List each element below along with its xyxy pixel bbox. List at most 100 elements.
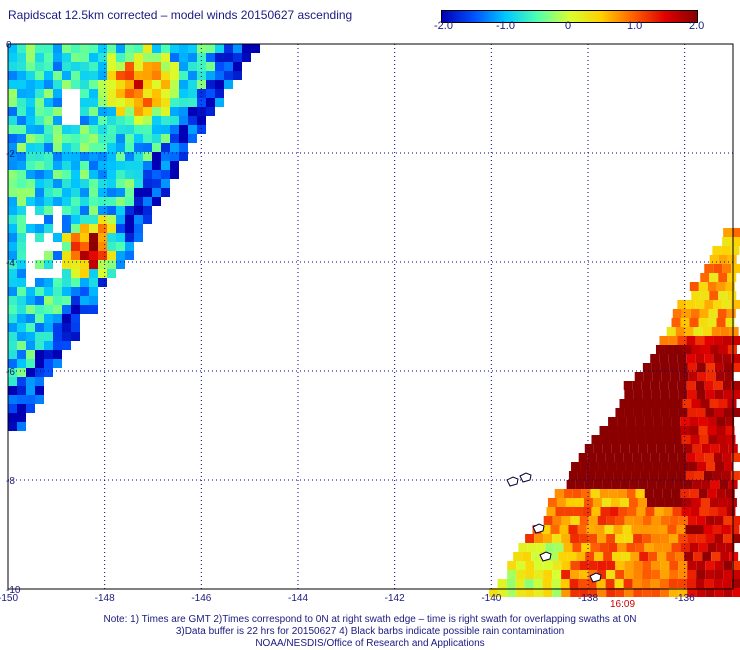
- swath-cell-left: [53, 251, 62, 260]
- swath-cell-right: [649, 471, 659, 480]
- swath-cell-left: [80, 251, 89, 260]
- swath-cell-right: [584, 444, 594, 453]
- swath-cell-right: [700, 399, 710, 408]
- swath-cell-left: [215, 71, 224, 80]
- swath-cell-left: [35, 368, 44, 377]
- swath-cell-left: [71, 44, 80, 53]
- swath-cell-right: [602, 444, 612, 453]
- swath-cell-right: [567, 552, 577, 561]
- swath-cell-right: [632, 381, 642, 390]
- swath-cell-right: [721, 246, 731, 255]
- swath-cell-left: [161, 89, 170, 98]
- swath-cell-left: [17, 260, 26, 269]
- swath-cell-right: [669, 570, 679, 579]
- swath-cell-right: [696, 408, 706, 417]
- swath-cell-right: [609, 435, 619, 444]
- swath-cell-right: [599, 426, 609, 435]
- swath-cell-left: [8, 296, 17, 305]
- swath-cell-right: [516, 561, 526, 570]
- swath-cell-right: [705, 516, 715, 525]
- swath-cell-right: [595, 471, 605, 480]
- swath-cell-left: [89, 233, 98, 242]
- swath-cell-right: [621, 552, 631, 561]
- swath-cell-right: [533, 579, 543, 588]
- swath-cell-right: [568, 525, 578, 534]
- swath-cell-right: [624, 408, 634, 417]
- swath-cell-left: [17, 161, 26, 170]
- colorbar-label-zero: 0: [565, 20, 572, 32]
- swath-cell-left: [8, 422, 17, 431]
- swath-cell-left: [17, 359, 26, 368]
- swath-cell-left: [53, 80, 62, 89]
- swath-cell-right: [606, 561, 616, 570]
- swath-cell-right: [713, 381, 723, 390]
- swath-cell-left: [8, 80, 17, 89]
- swath-cell-right: [647, 480, 657, 489]
- swath-cell-left: [17, 269, 26, 278]
- swath-cell-right: [720, 552, 730, 561]
- swath-cell-left: [44, 134, 53, 143]
- swath-cell-left: [179, 116, 188, 125]
- swath-cell-left: [26, 188, 35, 197]
- swath-cell-right: [622, 471, 632, 480]
- swath-cell-right: [696, 534, 706, 543]
- swath-cell-left: [188, 125, 197, 134]
- swath-cell-left: [98, 143, 107, 152]
- swath-cell-left: [125, 89, 134, 98]
- swath-cell-right: [656, 480, 666, 489]
- swath-cell-right: [651, 561, 661, 570]
- swath-cell-left: [17, 143, 26, 152]
- swath-cell-left: [143, 188, 152, 197]
- swath-cell-left: [143, 98, 152, 107]
- swath-cell-right: [686, 381, 696, 390]
- lon-tick-label: -136: [675, 593, 695, 604]
- swath-cell-right: [722, 354, 732, 363]
- swath-cell-right: [573, 507, 583, 516]
- swath-cell-left: [89, 305, 98, 314]
- swath-cell-right: [680, 417, 690, 426]
- swath-cell-left: [98, 179, 107, 188]
- swath-cell-right: [633, 534, 643, 543]
- swath-cell-right: [695, 354, 705, 363]
- swath-cell-left: [215, 53, 224, 62]
- swath-cell-right: [626, 417, 636, 426]
- swath-cell-left: [107, 161, 116, 170]
- swath-cell-left: [17, 197, 26, 206]
- swath-cell-left: [161, 134, 170, 143]
- swath-cell-left: [89, 125, 98, 134]
- swath-cell-right: [561, 534, 571, 543]
- swath-cell-right: [722, 453, 732, 462]
- swath-cell-right: [670, 462, 680, 471]
- swath-cell-right: [545, 543, 555, 552]
- swath-cell-right: [609, 507, 619, 516]
- swath-cell-left: [26, 323, 35, 332]
- swath-cell-right: [689, 318, 699, 327]
- swath-cell-left: [116, 98, 125, 107]
- swath-cell-left: [17, 386, 26, 395]
- swath-cell-right: [726, 309, 736, 318]
- swath-cell-left: [125, 116, 134, 125]
- colorbar-label-neg1: -1.0: [496, 20, 515, 32]
- swath-cell-left: [116, 143, 125, 152]
- swath-cell-left: [8, 251, 17, 260]
- swath-cell-right: [672, 309, 682, 318]
- swath-cell-right: [634, 372, 644, 381]
- swath-cell-right: [640, 471, 650, 480]
- swath-cell-right: [732, 228, 740, 237]
- swath-cell-right: [624, 561, 634, 570]
- swath-cell-right: [534, 561, 544, 570]
- swath-cell-right: [659, 579, 669, 588]
- swath-cell-left: [89, 260, 98, 269]
- swath-cell-right: [714, 570, 724, 579]
- swath-cell-right: [687, 534, 697, 543]
- swath-cell-right: [578, 579, 588, 588]
- lat-lon-grid: [8, 44, 733, 589]
- swath-cell-right: [715, 462, 725, 471]
- swath-cell-left: [98, 242, 107, 251]
- swath-cell-right: [669, 408, 679, 417]
- swath-cell-left: [44, 251, 53, 260]
- swath-cell-left: [44, 215, 53, 224]
- swath-cell-left: [134, 152, 143, 161]
- swath-cell-left: [17, 368, 26, 377]
- swath-cell-left: [53, 116, 62, 125]
